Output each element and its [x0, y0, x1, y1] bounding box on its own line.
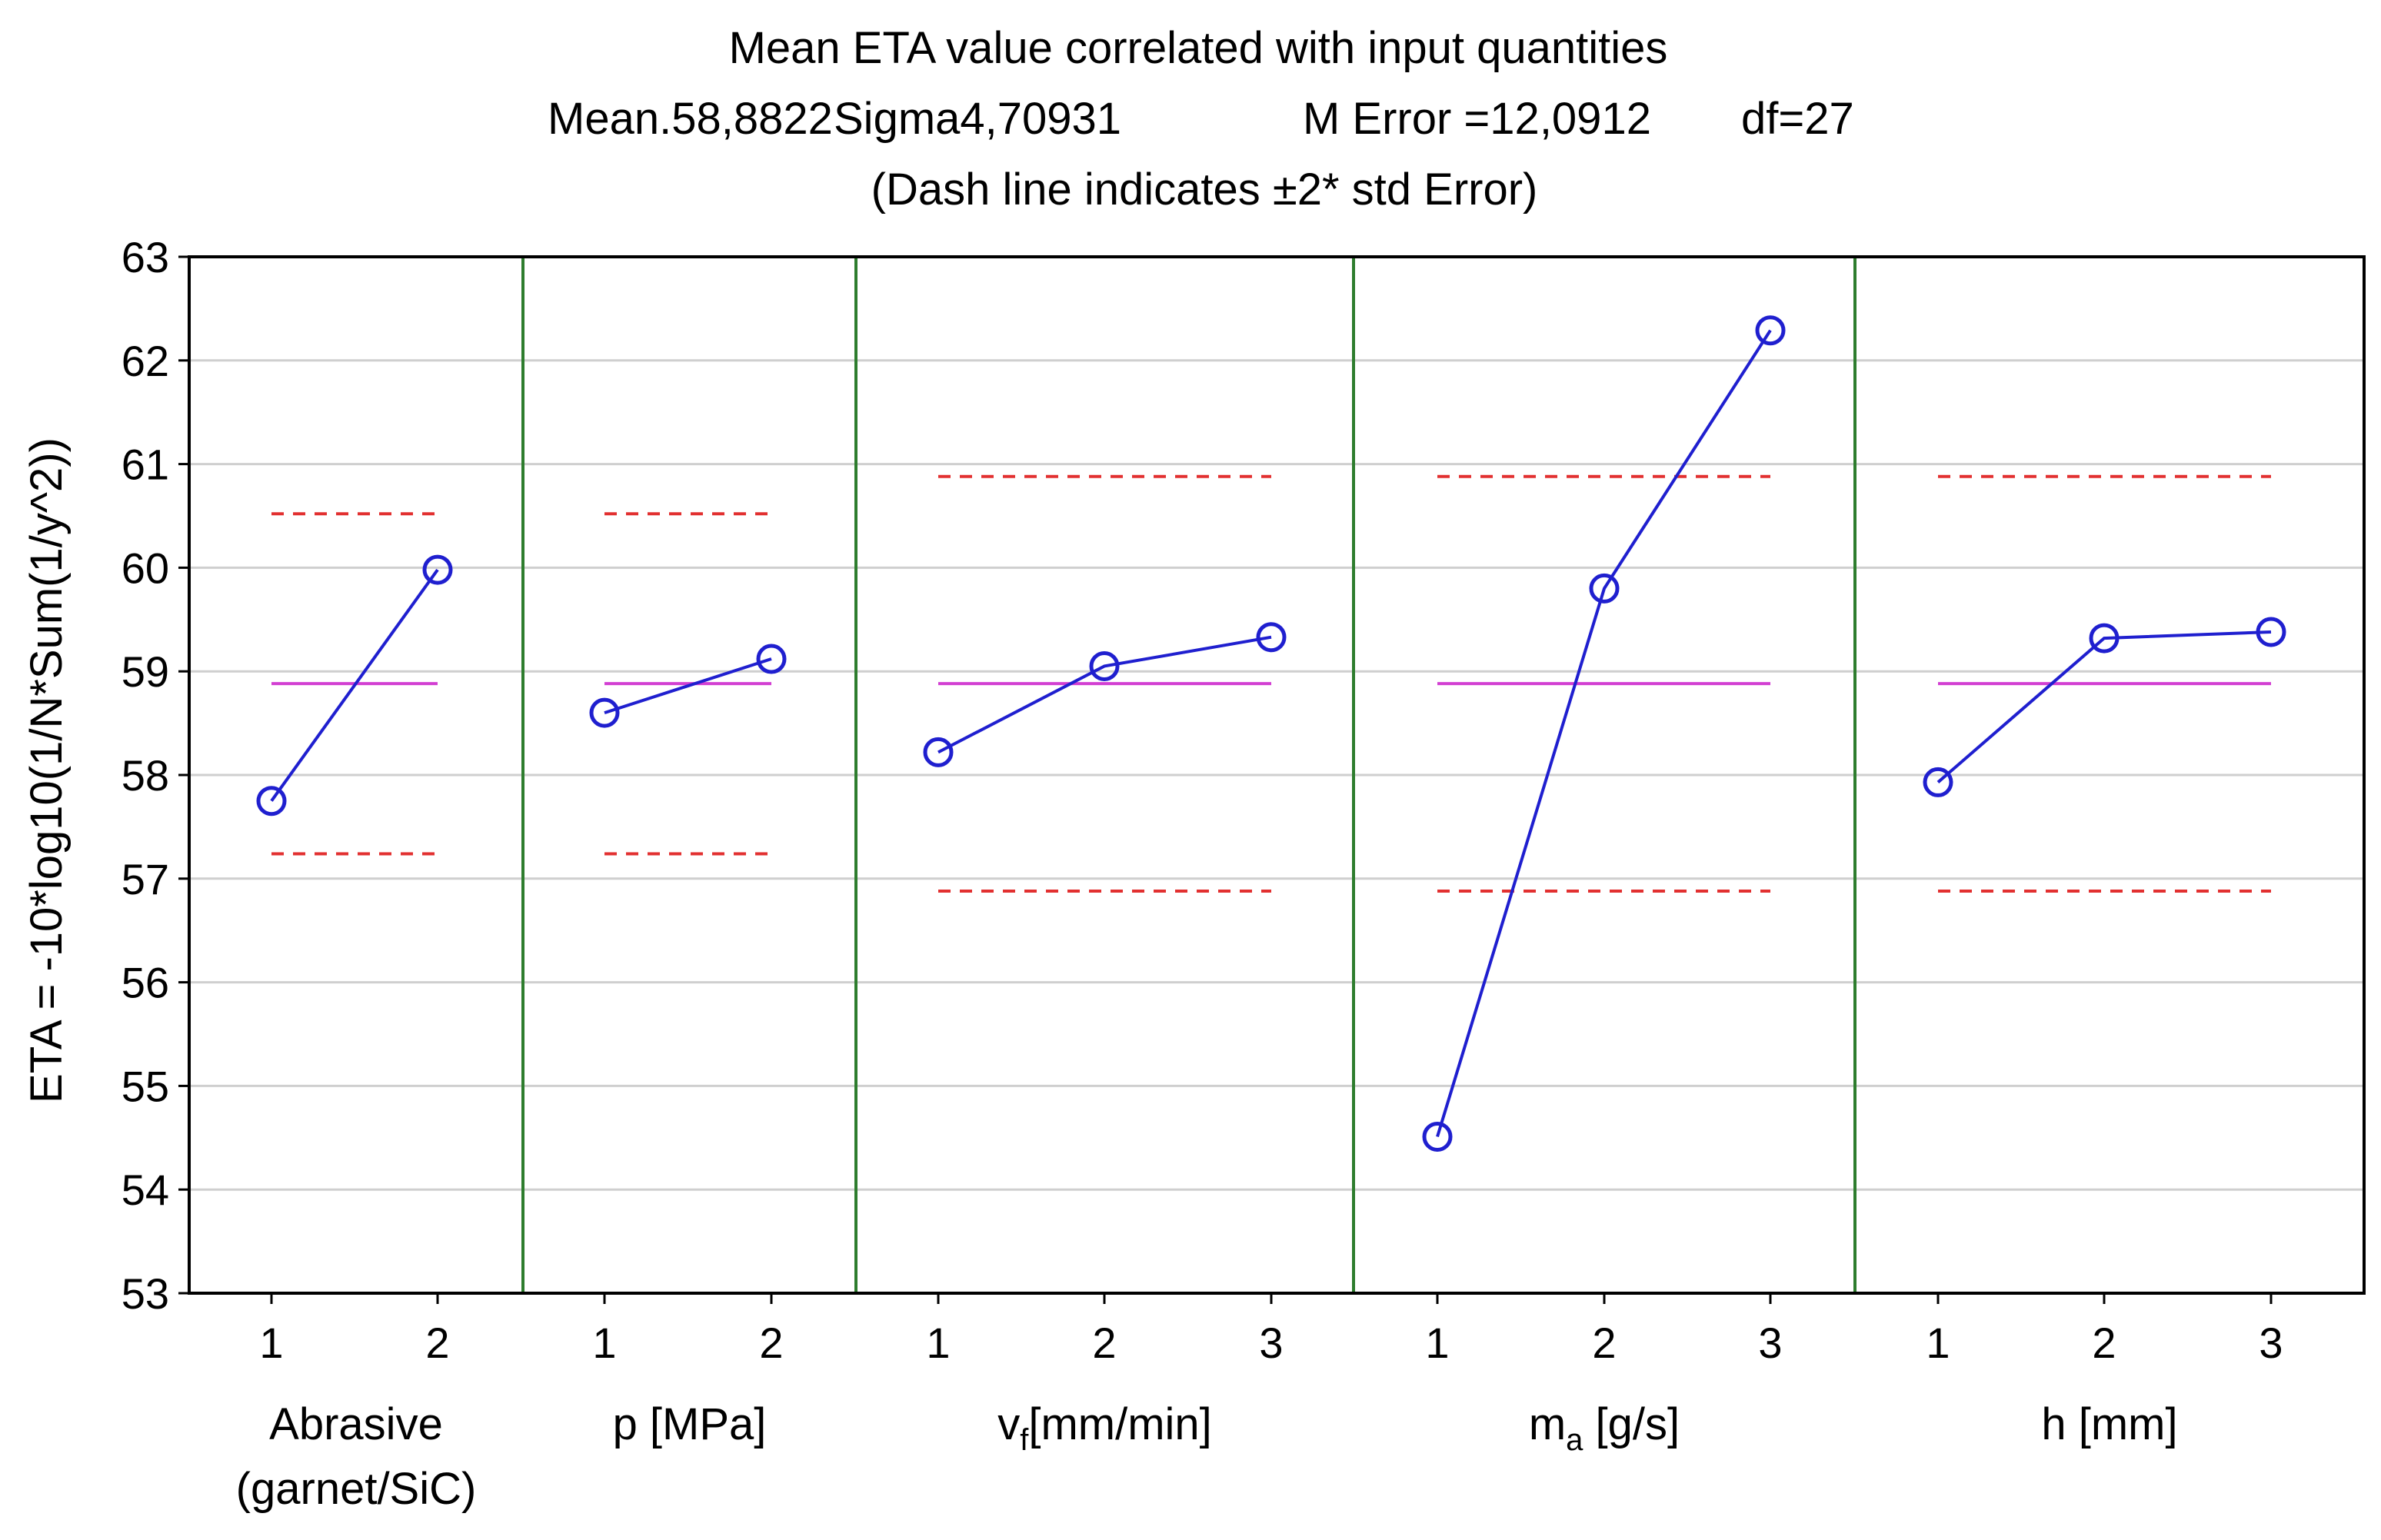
- data-point: [256, 786, 287, 817]
- x-tick-label: 2: [425, 1319, 449, 1367]
- chart-note: (Dash line indicates ±2* std Error): [871, 165, 1538, 215]
- factor-label-unit: [g/s]: [1583, 1399, 1680, 1449]
- factor-group-3: [923, 474, 1287, 893]
- factor-label: h [mm]: [2041, 1399, 2177, 1449]
- x-tick-label: 2: [759, 1319, 783, 1367]
- subtitle-sigma: Sigma4,70931: [834, 94, 1121, 144]
- data-point: [1422, 1121, 1453, 1152]
- y-tick-label: 58: [122, 751, 169, 800]
- y-tick-label: 53: [122, 1269, 169, 1318]
- chart-title: Mean ETA value correlated with input qua…: [729, 23, 1668, 73]
- factor-label-subscript: f: [1020, 1423, 1029, 1457]
- data-point: [589, 697, 620, 728]
- data-point: [1755, 315, 1786, 346]
- plot-frame: [188, 255, 2366, 1295]
- subtitle-merror: M Error =12,0912: [1303, 94, 1651, 144]
- y-tick-label: 61: [122, 441, 169, 489]
- y-tick-label: 60: [122, 544, 169, 592]
- factor-label: Abrasive: [269, 1399, 443, 1449]
- series-line: [270, 568, 439, 802]
- x-tick-label: 1: [1425, 1319, 1449, 1367]
- data-point: [2256, 617, 2286, 647]
- factor-label-unit: [mm/min]: [1028, 1399, 1211, 1449]
- factor-group-5: [1923, 474, 2286, 893]
- factor-label-main: v: [997, 1399, 1020, 1449]
- factor-group-2: [589, 512, 787, 856]
- y-tick-label: 56: [122, 959, 169, 1007]
- factor-group-4: [1422, 315, 1786, 1152]
- data-point: [756, 644, 787, 674]
- x-tick-label: 1: [259, 1319, 283, 1367]
- y-tick-label: 57: [122, 855, 169, 903]
- factor-label-line2: (garnet/SiC): [236, 1464, 477, 1514]
- x-tick-label: 2: [2092, 1319, 2116, 1367]
- grid-layer: [189, 257, 2364, 1293]
- factor-group-1: [256, 512, 453, 856]
- factor-label-subscript: a: [1566, 1423, 1583, 1457]
- data-point: [1589, 573, 1620, 604]
- x-tick-label: 1: [1926, 1319, 1950, 1367]
- y-tick-label: 54: [122, 1166, 169, 1214]
- data-point: [1089, 650, 1120, 681]
- factor-label: ma [g/s]: [1529, 1399, 1680, 1457]
- subtitle-df: df=27: [1741, 94, 1854, 144]
- x-tick-label: 2: [1092, 1319, 1116, 1367]
- data-point: [1923, 767, 1953, 797]
- x-tick-label: 1: [592, 1319, 616, 1367]
- factor-label: p [MPa]: [613, 1399, 767, 1449]
- x-tick-label: 3: [1259, 1319, 1283, 1367]
- y-tick-label: 62: [122, 337, 169, 385]
- series-line: [937, 635, 1272, 754]
- series-line: [604, 657, 772, 715]
- data-point: [923, 737, 954, 767]
- x-tick-label: 3: [2259, 1319, 2283, 1367]
- y-tick-label: 59: [122, 647, 169, 696]
- x-tick-label: 1: [926, 1319, 950, 1367]
- subtitle-mean: Mean.58,8822: [548, 94, 833, 144]
- plot-layer: [256, 315, 2286, 1152]
- x-labels: 1 2 Abrasive (garnet/SiC) 1 2 p [MPa] 1 2 3 vf[mm/…: [236, 1293, 2283, 1514]
- data-point: [422, 554, 453, 585]
- factor-label-main: m: [1529, 1399, 1566, 1449]
- y-axis-label: ETA = -10*log10(1/N*Sum(1/y^2)): [22, 437, 72, 1103]
- y-tick-label: 55: [122, 1062, 169, 1110]
- x-tick-label: 2: [1592, 1319, 1616, 1367]
- data-point: [1256, 622, 1287, 653]
- y-tick-label: 63: [122, 233, 169, 281]
- series-line: [1436, 329, 1772, 1138]
- x-tick-label: 3: [1758, 1319, 1782, 1367]
- factor-label: vf[mm/min]: [997, 1399, 1212, 1457]
- data-point: [2089, 623, 2120, 654]
- series-line: [1936, 630, 2272, 783]
- y-ticks: 53 54 55 56 57 58 59 60 61 62 63: [122, 233, 189, 1318]
